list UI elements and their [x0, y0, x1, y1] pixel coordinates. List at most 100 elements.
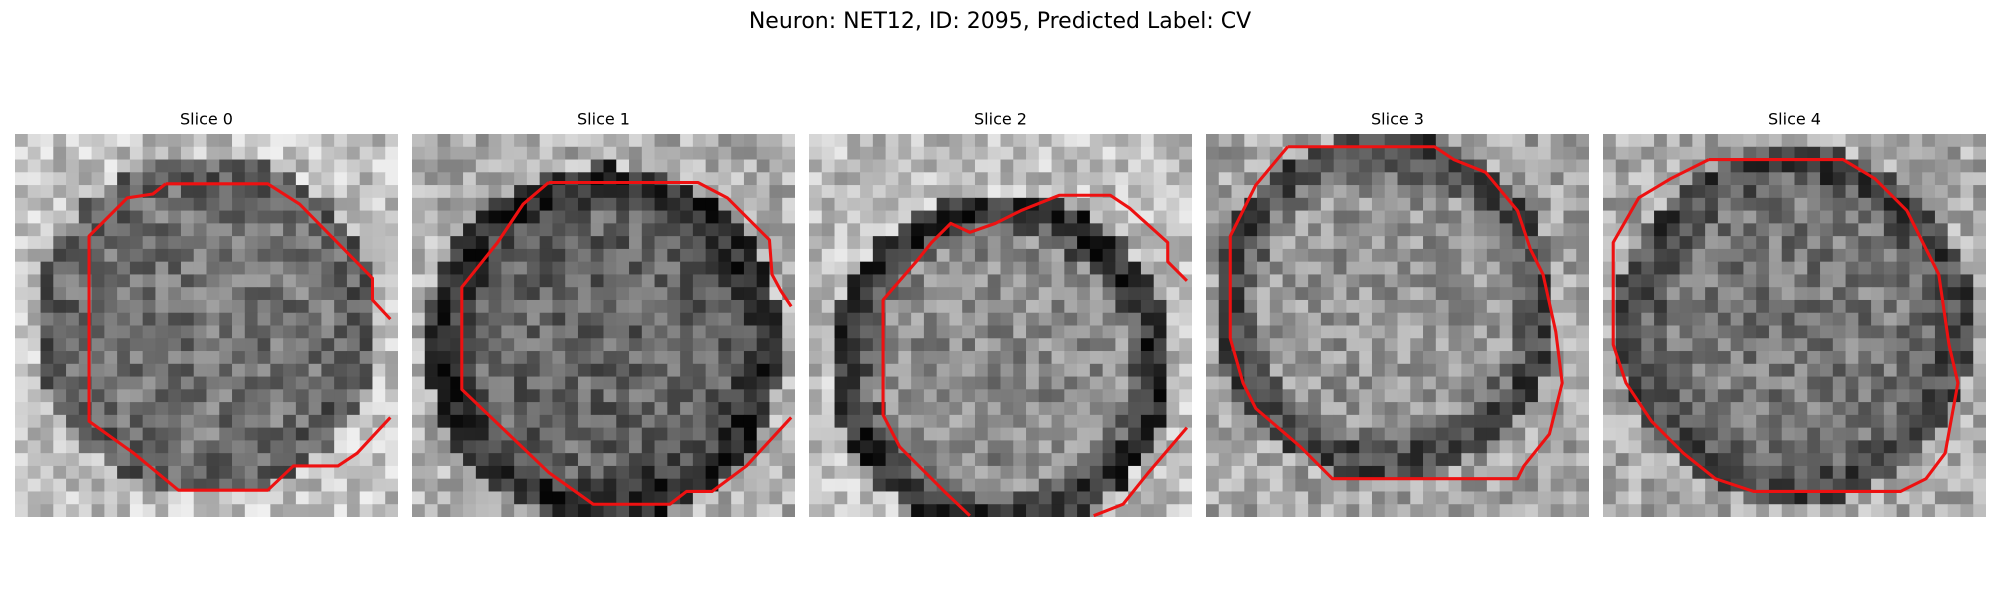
pixel	[1231, 389, 1245, 403]
pixel	[1038, 465, 1052, 480]
pixel	[1397, 261, 1411, 275]
pixel	[1064, 210, 1078, 224]
pixel	[552, 159, 566, 173]
pixel	[359, 312, 373, 326]
pixel	[270, 351, 284, 365]
pixel	[514, 248, 528, 263]
pixel	[142, 440, 156, 454]
pixel	[168, 325, 182, 339]
pixel	[27, 402, 41, 416]
pixel	[1461, 427, 1475, 441]
pixel	[1026, 287, 1040, 301]
pixel	[809, 210, 823, 224]
pixel	[129, 325, 144, 339]
pixel	[1153, 197, 1167, 211]
pixel	[1359, 325, 1373, 339]
pixel	[680, 223, 694, 237]
pixel	[1474, 453, 1488, 467]
pixel	[244, 491, 258, 505]
pixel	[488, 504, 502, 517]
pixel	[1410, 134, 1424, 148]
pixel	[1563, 325, 1577, 339]
pixel	[692, 134, 707, 148]
panel-title: Slice 3	[1371, 110, 1424, 129]
pixel	[1397, 363, 1411, 377]
pixel	[577, 299, 592, 314]
pixel	[565, 414, 579, 429]
pixel	[1218, 402, 1232, 416]
pixel	[769, 453, 783, 467]
pixel	[1013, 299, 1027, 314]
pixel	[104, 338, 118, 352]
pixel	[1410, 274, 1424, 288]
pixel	[1282, 172, 1296, 186]
pixel	[1346, 159, 1360, 173]
pixel	[450, 223, 464, 237]
pixel	[1308, 504, 1322, 517]
pixel	[911, 287, 925, 301]
pixel	[346, 274, 361, 288]
pixel	[974, 236, 989, 250]
pixel	[1333, 274, 1347, 288]
pixel	[1397, 504, 1411, 517]
pixel	[244, 453, 258, 467]
pixel	[1257, 440, 1271, 454]
pixel	[424, 185, 438, 199]
pixel	[129, 491, 144, 505]
pixel	[1871, 312, 1885, 326]
pixel	[1603, 389, 1617, 403]
pixel	[1730, 197, 1744, 211]
pixel	[898, 248, 912, 263]
pixel	[1960, 389, 1974, 403]
pixel	[1820, 389, 1834, 403]
pixel	[552, 146, 566, 160]
pixel	[463, 312, 477, 326]
pixel	[1768, 402, 1783, 416]
pixel	[193, 338, 207, 352]
pixel	[1333, 312, 1347, 326]
pixel	[1102, 261, 1116, 275]
pixel	[308, 299, 322, 314]
pixel	[1934, 338, 1949, 352]
pixel	[1206, 414, 1220, 429]
pixel	[1410, 376, 1424, 390]
pixel	[1166, 159, 1180, 173]
pixel	[1038, 402, 1052, 416]
pixel	[923, 210, 938, 224]
pixel	[270, 274, 284, 288]
pixel	[1807, 146, 1821, 160]
pixel	[1909, 427, 1923, 441]
pixel	[821, 223, 835, 237]
pixel	[1140, 248, 1155, 263]
pixel	[1064, 274, 1078, 288]
pixel	[15, 389, 29, 403]
pixel	[40, 427, 54, 441]
pixel	[27, 248, 41, 263]
pixel	[308, 236, 322, 250]
pixel	[334, 338, 348, 352]
pixel	[654, 312, 668, 326]
pixel	[1077, 478, 1091, 492]
pixel	[437, 236, 451, 250]
pixel	[756, 287, 770, 301]
pixel	[142, 351, 156, 365]
pixel	[860, 223, 874, 237]
pixel	[949, 312, 963, 326]
pixel	[1768, 236, 1783, 250]
pixel	[1282, 223, 1296, 237]
pixel	[129, 351, 144, 365]
pixel	[1359, 287, 1373, 301]
pixel	[616, 312, 630, 326]
pixel	[1922, 274, 1936, 288]
pixel	[437, 453, 451, 467]
pixel	[962, 274, 976, 288]
pixel	[1922, 453, 1936, 467]
pixel	[1641, 287, 1655, 301]
pixel	[412, 185, 426, 199]
pixel	[1563, 159, 1577, 173]
pixel	[1705, 440, 1719, 454]
pixel	[1026, 261, 1040, 275]
pixel	[424, 427, 438, 441]
pixel	[1038, 312, 1052, 326]
pixel	[475, 427, 489, 441]
